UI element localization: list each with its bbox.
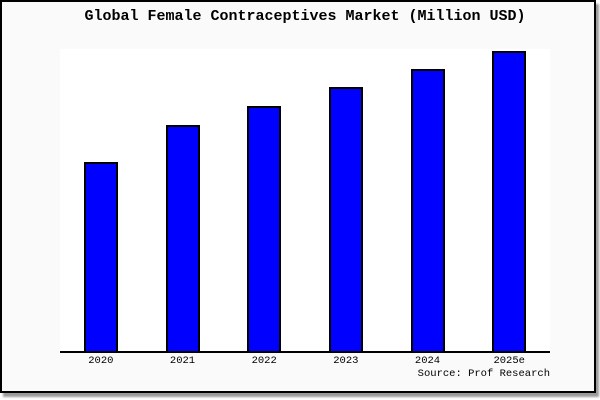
bar-2021 (165, 125, 200, 351)
bar-2025e (492, 51, 527, 351)
x-tick-label-2025e: 2025e (493, 355, 525, 367)
bar-slot-2023 (305, 49, 387, 351)
bars-container (60, 49, 550, 351)
bar-2024 (410, 69, 445, 351)
x-tick-label-2021: 2021 (169, 355, 196, 367)
chart-title: Global Female Contraceptives Market (Mil… (84, 8, 526, 25)
x-axis-tick-labels: 2020 2021 2022 2023 2024 2025e (60, 355, 550, 367)
x-tick-label-2022: 2022 (251, 355, 277, 367)
x-tick-label-2020: 2020 (88, 355, 114, 367)
source-note: Source: Prof Research (417, 368, 550, 380)
plot-area (60, 49, 550, 353)
bar-2020 (83, 162, 118, 351)
bar-2022 (247, 106, 282, 351)
bar-slot-2025e (468, 49, 550, 351)
bar-2023 (328, 87, 363, 351)
x-tick-label-2024: 2024 (414, 355, 441, 367)
bar-slot-2024 (387, 49, 469, 351)
bar-slot-2020 (60, 49, 142, 351)
bar-slot-2021 (142, 49, 224, 351)
chart-card: Global Female Contraceptives Market (Mil… (0, 0, 596, 393)
bar-slot-2022 (223, 49, 305, 351)
x-tick-label-2023: 2023 (333, 355, 359, 367)
